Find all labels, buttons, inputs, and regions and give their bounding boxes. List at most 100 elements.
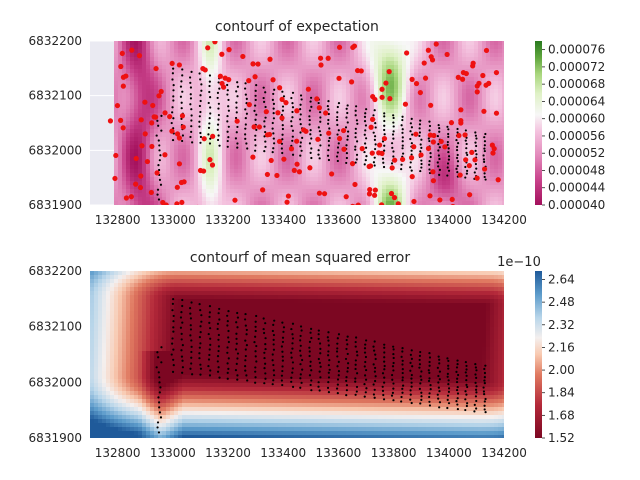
contour-cell	[290, 93, 295, 98]
survey-point	[364, 142, 367, 145]
contour-cell	[394, 193, 399, 198]
contour-cell	[390, 197, 395, 202]
survey-point	[391, 146, 394, 149]
survey-point	[364, 112, 367, 115]
contour-cell	[298, 69, 303, 74]
contour-cell	[330, 149, 335, 154]
contour-cell	[306, 117, 311, 122]
contour-cell	[322, 61, 327, 66]
contour-cell	[154, 189, 159, 194]
contour-cell	[238, 173, 243, 178]
contour-cell	[274, 157, 279, 162]
contour-cell	[354, 177, 359, 182]
survey-point	[420, 138, 423, 141]
contour-cell	[270, 193, 275, 198]
contour-cell	[474, 69, 479, 74]
contour-cell	[314, 141, 319, 146]
contour-cell	[210, 49, 215, 54]
contour-cell	[434, 137, 439, 142]
contour-cell	[290, 133, 295, 138]
contour-cell	[426, 73, 431, 78]
contour-cell	[398, 185, 403, 190]
contour-cell	[338, 65, 343, 70]
contour-cell	[226, 69, 231, 74]
contour-cell	[154, 177, 159, 182]
contour-cell	[354, 41, 359, 46]
contour-cell	[242, 181, 247, 186]
survey-point	[198, 120, 201, 123]
contour-cell	[426, 165, 431, 170]
contour-cell	[498, 117, 503, 122]
contour-cell	[434, 169, 439, 174]
contour-cell	[222, 137, 227, 142]
contour-cell	[186, 129, 191, 134]
contour-cell	[238, 93, 243, 98]
contour-cell	[394, 89, 399, 94]
contour-cell	[394, 85, 399, 90]
contour-cell	[310, 61, 315, 66]
survey-point	[208, 142, 212, 145]
contour-cell	[386, 201, 391, 205]
contour-cell	[310, 145, 315, 150]
survey-point	[172, 67, 175, 70]
contour-cell	[222, 45, 227, 50]
contour-cell	[446, 201, 451, 205]
contour-cell	[410, 113, 415, 118]
contour-cell	[394, 177, 399, 182]
contour-cell	[162, 193, 167, 198]
contour-cell	[442, 117, 447, 122]
contour-cell	[130, 121, 135, 126]
contour-cell	[142, 189, 147, 194]
contour-cell	[466, 169, 471, 174]
sample-point	[291, 167, 297, 173]
contour-cell	[370, 133, 375, 138]
contour-cell	[426, 153, 431, 158]
contour-cell	[282, 121, 287, 126]
contour-cell	[314, 125, 319, 130]
contour-cell	[294, 117, 299, 122]
contour-cell	[218, 157, 223, 162]
contour-cell	[426, 61, 431, 66]
contour-cell	[142, 129, 147, 134]
contour-cell	[470, 137, 475, 142]
contour-cell	[394, 141, 399, 146]
sample-point	[268, 157, 274, 164]
survey-point	[355, 119, 359, 122]
contour-cell	[206, 149, 211, 154]
contour-cell	[146, 69, 151, 74]
contour-cell	[114, 97, 119, 102]
sample-point	[359, 146, 365, 152]
sample-point	[118, 117, 124, 123]
sample-point	[367, 163, 374, 169]
contour-cell	[422, 49, 427, 54]
contour-cell	[142, 137, 147, 142]
contour-cell	[198, 197, 203, 202]
contour-cell	[282, 109, 287, 114]
contour-cell	[366, 97, 371, 102]
contour-cell	[450, 145, 455, 150]
contour-cell	[182, 141, 187, 146]
contour-cell	[246, 149, 251, 154]
contour-cell	[334, 105, 339, 110]
sample-point	[274, 172, 280, 179]
contour-cell	[382, 145, 387, 150]
contour-cell	[350, 57, 355, 62]
contour-cell	[490, 41, 495, 46]
contour-cell	[310, 65, 315, 70]
contour-cell	[98, 427, 103, 432]
survey-point	[402, 152, 405, 155]
survey-point	[346, 135, 349, 138]
contour-cell	[466, 117, 471, 122]
survey-point	[271, 121, 274, 125]
contour-cell	[370, 121, 375, 126]
contour-cell	[194, 169, 199, 174]
contour-cell	[482, 201, 487, 205]
contour-cell	[210, 85, 215, 90]
contour-cell	[114, 85, 119, 90]
contour-cell	[230, 105, 235, 110]
contour-cell	[118, 89, 123, 94]
contour-cell	[346, 45, 351, 50]
contour-cell	[218, 177, 223, 182]
contour-cell	[146, 93, 151, 98]
contour-cell	[326, 69, 331, 74]
